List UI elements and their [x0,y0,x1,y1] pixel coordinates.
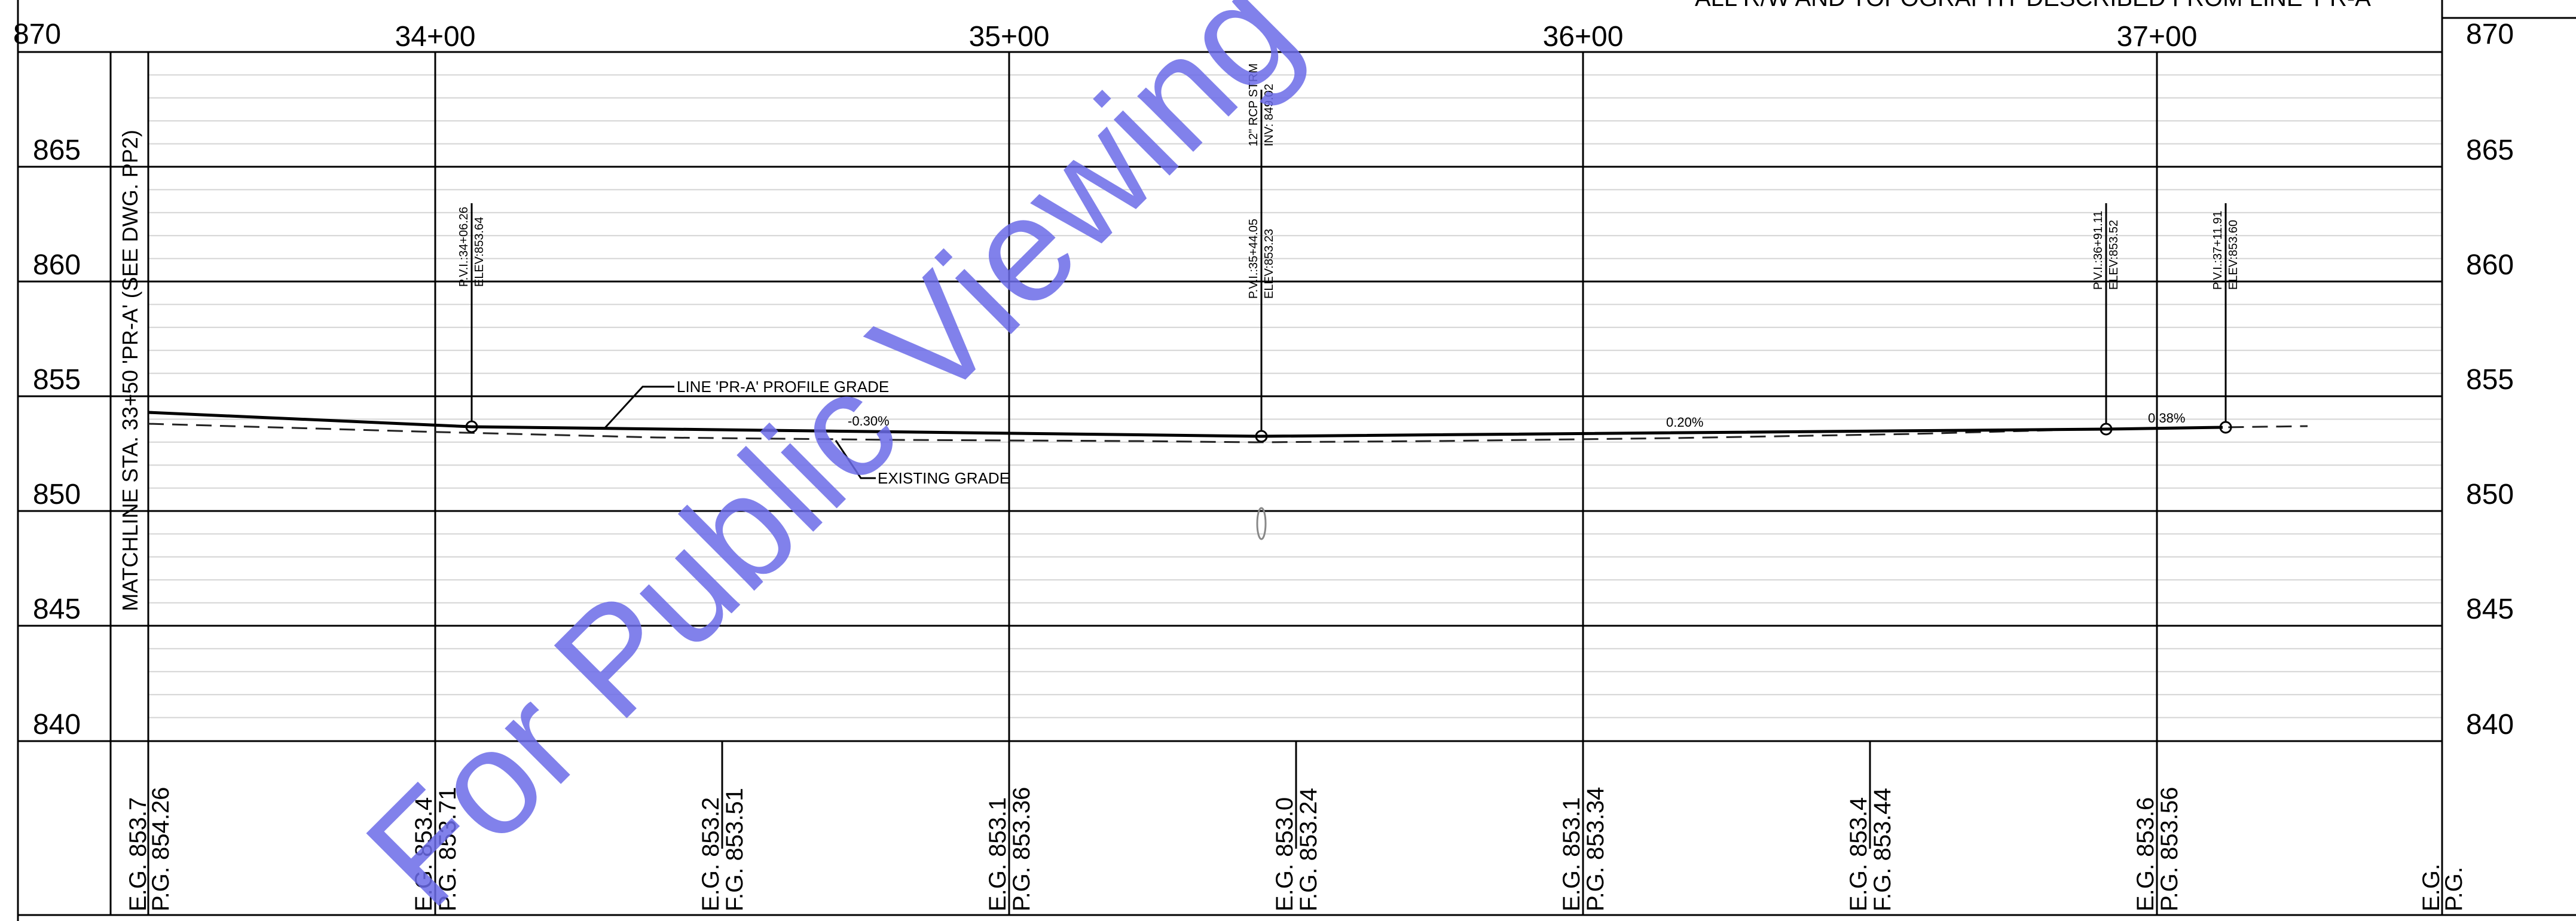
eg-value: E.G. 853.4 [1845,797,1872,911]
elevation-label: 845 [2466,593,2514,625]
existing-grade-label: EXISTING GRADE [878,469,1010,487]
eg-value: E.G. 853.7 [125,797,151,911]
pvi-station: P.V.I.:34+06.26 [457,207,470,287]
existing-grade-line [148,423,2308,443]
elevation-label: 845 [33,593,81,625]
pvi-markers [465,90,2232,443]
pg-value: P.G. 854.26 [148,787,174,911]
elevation-label: 855 [33,364,81,396]
elevation-label: 865 [2466,134,2514,166]
eg-value: E.G. 853.4 [411,797,437,911]
slope-label: 0.38% [2148,411,2185,426]
pg-value: P.G. 853.71 [435,787,461,911]
elevation-label: 840 [2466,709,2514,741]
station-label: 34+00 [395,21,476,53]
elevation-label: 840 [33,709,81,741]
elevation-label: 860 [33,249,81,281]
profile-grade-line [148,411,2223,438]
pvi-elevation: ELEV:853.23 [1263,229,1276,299]
station-label: 35+00 [969,21,1050,53]
pg-value: P.G. [2441,867,2467,911]
pg-value: P.G. 853.36 [1009,787,1035,911]
fine-grid [148,74,2442,718]
slope-label: -0.30% [848,414,890,429]
pvi-elevation: ELEV:853.64 [473,217,486,287]
pg-value: F.G. 853.51 [722,788,748,911]
elevation-label: 860 [2466,249,2514,281]
eg-value: E.G. 853.0 [1272,797,1298,911]
major-grid [17,0,2576,921]
grade-table: E.G. 853.7 P.G. 854.26 E.G. 853.4 P.G. 8… [125,787,2467,911]
pvi-elevation: ELEV:853.60 [2227,220,2240,290]
slope-label: 0.20% [1666,415,1703,430]
eg-value: E.G. 853.6 [2132,797,2159,911]
pg-value: P.G. 853.56 [2156,787,2183,911]
profile-grade-callout: LINE 'PR-A' PROFILE GRADE [603,378,889,430]
pvi-elevation: ELEV:853.52 [2107,220,2120,290]
station-labels: 34+00 35+00 36+00 37+00 [395,21,2198,53]
profile-grade-label: LINE 'PR-A' PROFILE GRADE [677,378,889,396]
elevation-labels-right: 870 865 860 855 850 845 840 [2466,19,2514,741]
eg-value: E.G. 853.1 [985,797,1011,911]
pg-value: P.G. 853.34 [1582,787,1609,911]
elevation-label: 870 [13,19,61,50]
header-note: ALL R/W AND TOPOGRAPHY DESCRIBED FROM LI… [1695,0,2375,11]
culvert-pipe-icon [1256,507,1267,540]
pvi-labels: P.V.I.:34+06.26 ELEV:853.64 P.V.I.:35+44… [457,63,2240,299]
elevation-label: 850 [33,479,81,510]
elevation-labels-left: 870 865 860 855 850 845 840 [13,19,81,741]
matchline-label: MATCHLINE STA. 33+50 'PR-A' (SEE DWG. PP… [118,130,142,611]
table-dividers [434,741,2158,915]
elevation-label: 850 [2466,479,2514,510]
pg-value: F.G. 853.24 [1295,788,1322,911]
slope-labels: -0.30% 0.20% 0.38% [848,411,2185,430]
pvi-station: P.V.I.:36+91.11 [2092,210,2105,290]
culvert-size: 12" RCP STRM [1247,63,1260,146]
pg-value: F.G. 853.44 [1869,788,1896,911]
station-label: 37+00 [2117,21,2198,53]
pvi-station: P.V.I.:37+11.91 [2211,210,2224,290]
elevation-label: 855 [2466,364,2514,396]
eg-value: E.G. [2418,864,2444,911]
culvert-invert: INV: 849.02 [1263,84,1276,146]
station-label: 36+00 [1543,21,1624,53]
eg-value: E.G. 853.1 [1559,797,1585,911]
elevation-label: 870 [2466,19,2514,50]
pvi-station: P.V.I.:35+44.05 [1247,219,1260,299]
existing-grade-callout: EXISTING GRADE [835,440,1010,487]
eg-value: E.G. 853.2 [698,797,724,911]
elevation-label: 865 [33,134,81,166]
